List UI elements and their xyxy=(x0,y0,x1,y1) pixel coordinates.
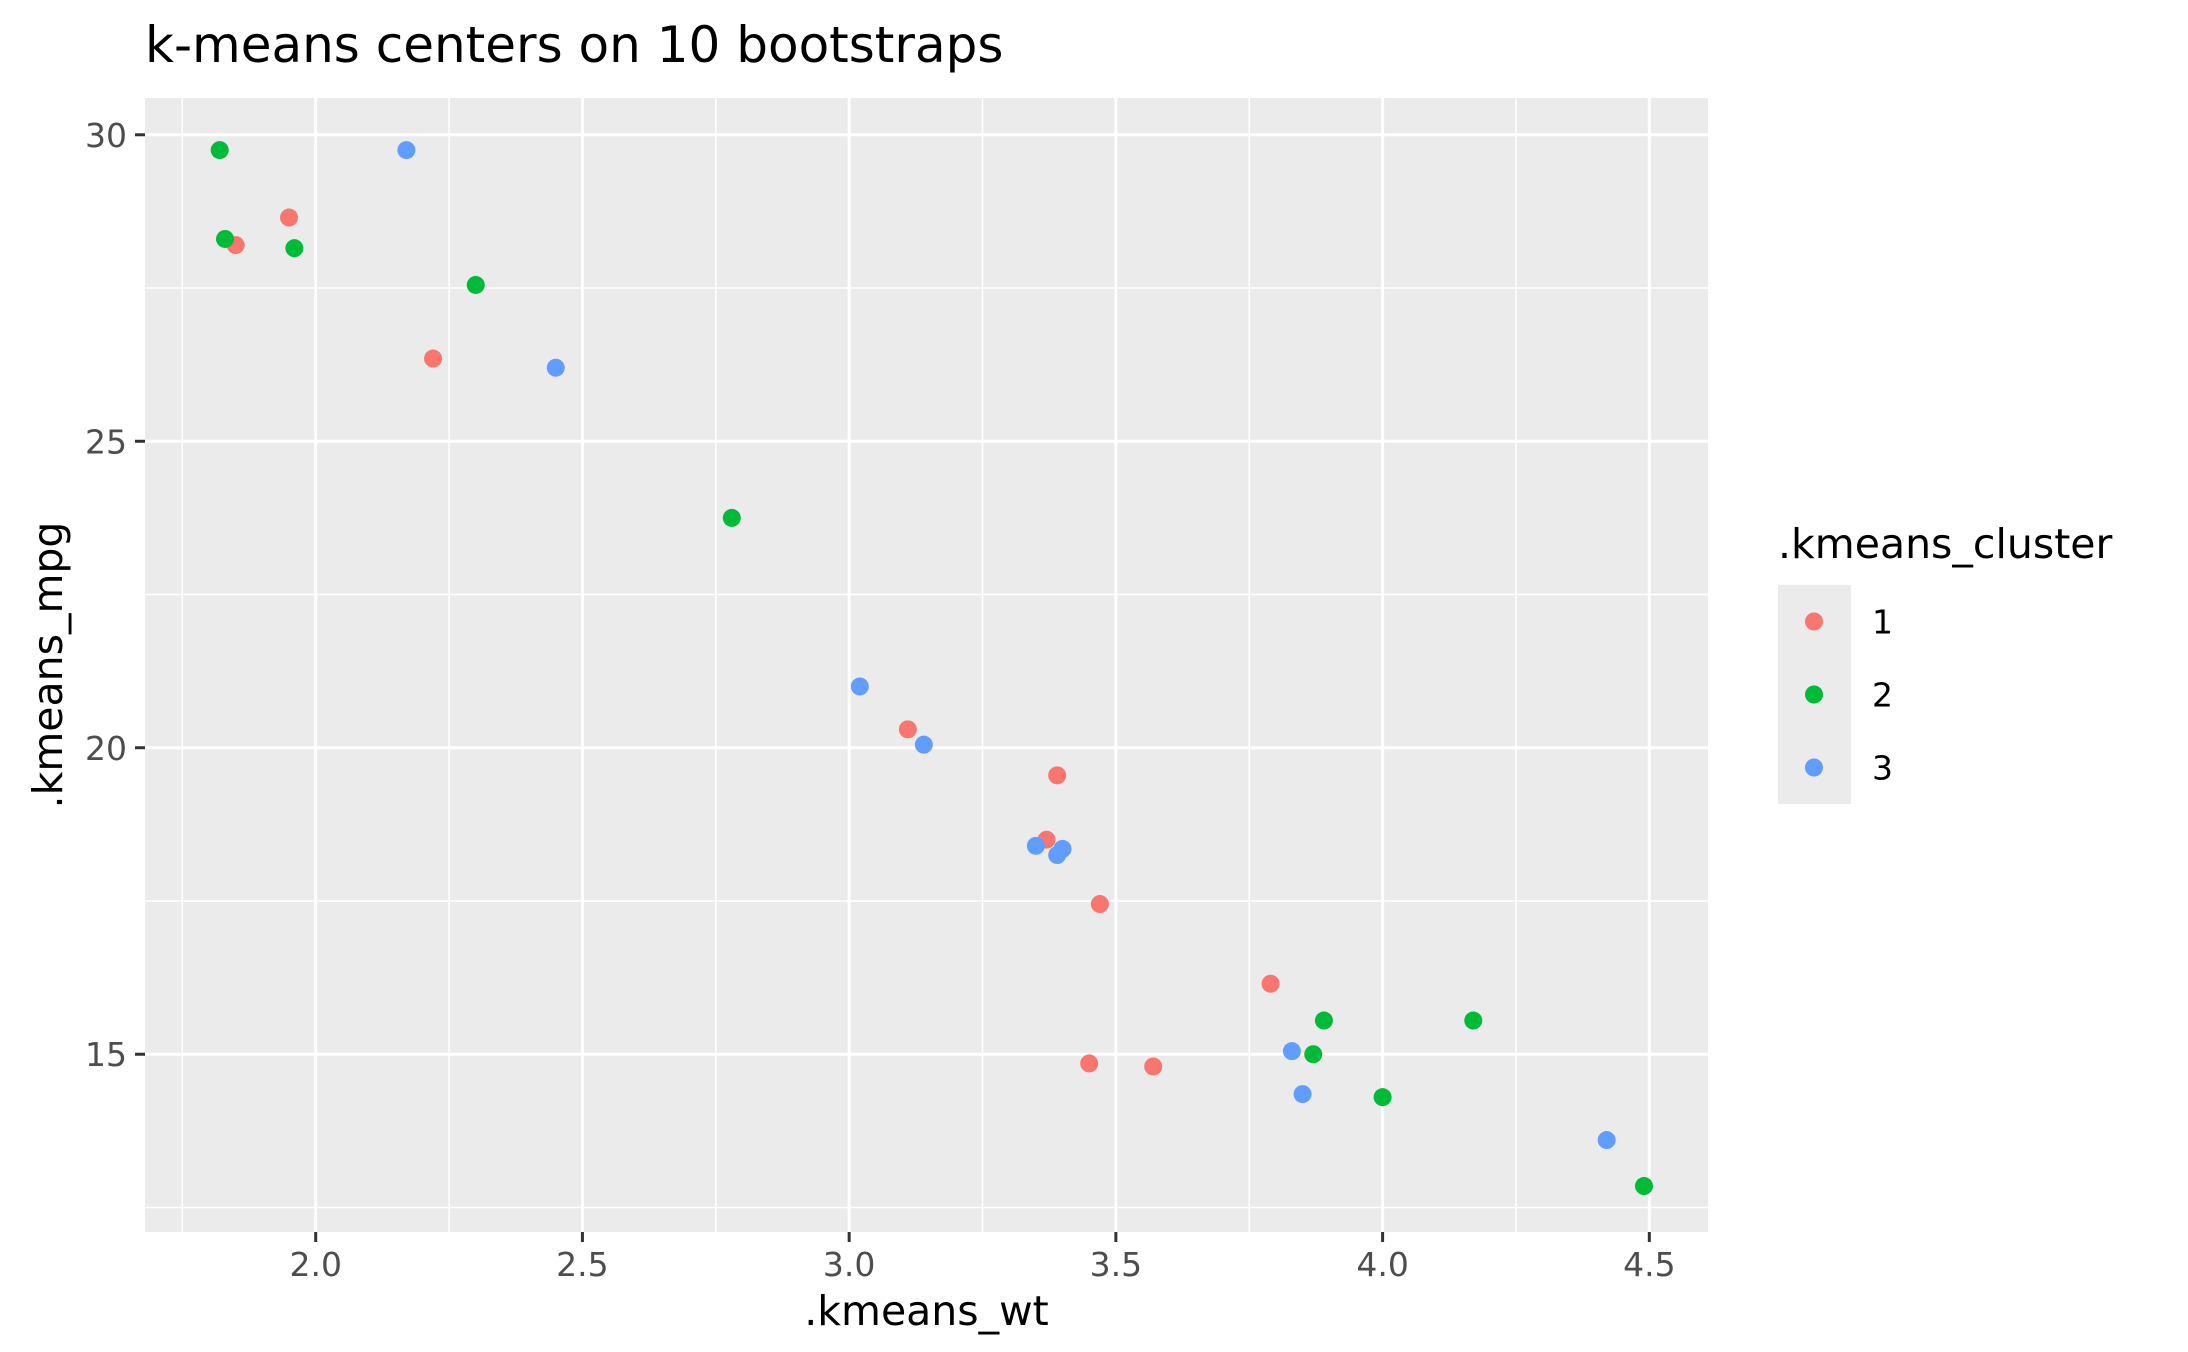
y-tick-label: 20 xyxy=(85,729,127,768)
y-tick-label: 25 xyxy=(85,422,127,461)
data-point-cluster-3 xyxy=(397,141,416,160)
plot-panel xyxy=(145,98,1708,1232)
data-point-cluster-1 xyxy=(898,720,917,739)
x-tick-label: 2.0 xyxy=(289,1245,341,1284)
data-point-cluster-2 xyxy=(1373,1088,1392,1107)
data-point-cluster-3 xyxy=(850,677,869,696)
legend-items: 1 2 3 xyxy=(1805,603,1893,788)
data-point-cluster-1 xyxy=(424,349,443,368)
data-point-cluster-3 xyxy=(1282,1042,1301,1061)
data-point-cluster-3 xyxy=(914,735,933,754)
data-point-cluster-2 xyxy=(210,141,229,160)
legend-key-2 xyxy=(1805,685,1823,704)
data-point-cluster-3 xyxy=(1026,836,1045,855)
legend-key-3 xyxy=(1805,758,1823,777)
axis-ticks: 2.0 2.5 3.0 3.5 4.0 4.5 15 20 25 30 xyxy=(85,116,1676,1284)
data-point-cluster-3 xyxy=(1293,1085,1312,1104)
x-tick-label: 3.0 xyxy=(823,1245,875,1284)
data-point-cluster-3 xyxy=(1048,846,1067,865)
x-tick-label: 3.5 xyxy=(1090,1245,1142,1284)
data-point-cluster-2 xyxy=(216,229,235,248)
data-point-cluster-2 xyxy=(1304,1045,1323,1064)
minor-gridlines xyxy=(145,98,1708,1232)
data-point-cluster-1 xyxy=(1261,974,1280,993)
legend-title: .kmeans_cluster xyxy=(1778,520,2112,568)
data-points xyxy=(210,141,1653,1196)
legend-label-3: 3 xyxy=(1872,749,1893,788)
x-axis-title: .kmeans_wt xyxy=(804,1287,1049,1335)
data-point-cluster-2 xyxy=(722,508,741,527)
y-tick-label: 15 xyxy=(85,1035,127,1074)
data-point-cluster-2 xyxy=(1464,1011,1483,1030)
legend-label-2: 2 xyxy=(1872,676,1893,715)
x-tick-label: 4.0 xyxy=(1356,1245,1408,1284)
data-point-cluster-2 xyxy=(285,239,304,258)
x-tick-label: 4.5 xyxy=(1623,1245,1675,1284)
legend-label-1: 1 xyxy=(1872,603,1893,642)
data-point-cluster-3 xyxy=(546,358,565,377)
data-point-cluster-2 xyxy=(1314,1011,1333,1030)
y-axis-title: .kmeans_mpg xyxy=(24,522,72,809)
legend: .kmeans_cluster 1 2 3 xyxy=(1778,520,2112,804)
legend-key-1 xyxy=(1805,612,1823,631)
data-point-cluster-2 xyxy=(1634,1177,1653,1196)
x-tick-label: 2.5 xyxy=(556,1245,608,1284)
y-tick-label: 30 xyxy=(85,116,127,155)
data-point-cluster-1 xyxy=(280,208,299,227)
data-point-cluster-3 xyxy=(1597,1131,1616,1150)
chart-title: k-means centers on 10 bootstraps xyxy=(145,16,1003,74)
data-point-cluster-1 xyxy=(1048,766,1067,785)
data-point-cluster-1 xyxy=(1080,1054,1099,1073)
data-point-cluster-1 xyxy=(1144,1057,1163,1076)
data-point-cluster-1 xyxy=(1090,895,1109,914)
data-point-cluster-2 xyxy=(466,275,485,294)
